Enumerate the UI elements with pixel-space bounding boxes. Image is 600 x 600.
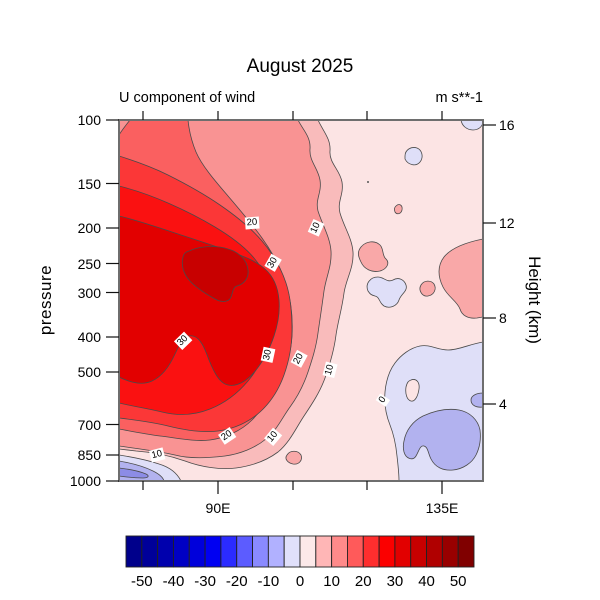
pressure-tick-1000: 1000 bbox=[69, 473, 101, 489]
colorbar-cell-4 bbox=[188, 535, 206, 568]
units-label: m s**-1 bbox=[435, 90, 483, 106]
neg-blob-mid-right bbox=[366, 276, 407, 308]
colorbar-cell-17 bbox=[394, 535, 412, 568]
field-name-label: U component of wind bbox=[119, 90, 256, 106]
page-title: August 2025 bbox=[246, 56, 354, 77]
colorbar-label--10: -10 bbox=[257, 573, 280, 590]
colorbar-cell-11 bbox=[299, 535, 317, 568]
pos-dot-small bbox=[393, 204, 403, 215]
colorbar-cell-18 bbox=[410, 535, 428, 568]
colorbar-cell-14 bbox=[347, 535, 364, 568]
pressure-tick-500: 500 bbox=[77, 364, 101, 380]
height-tick-8: 8 bbox=[499, 310, 507, 326]
colorbar-label-10: 10 bbox=[323, 573, 340, 590]
plot-frame bbox=[118, 119, 484, 482]
colorbar-cell-6 bbox=[220, 535, 238, 568]
contour-label-20-0: 20 bbox=[244, 216, 260, 230]
pressure-tick-150: 150 bbox=[77, 175, 101, 192]
pressure-tick-700: 700 bbox=[77, 416, 101, 433]
height-tick-16: 16 bbox=[499, 117, 515, 133]
pos-blob-mid bbox=[357, 241, 389, 272]
colorbar-cell-13 bbox=[331, 535, 348, 568]
colorbar-cell-15 bbox=[362, 535, 380, 568]
neg-streak-bottom-left-deepest bbox=[119, 467, 149, 479]
colorbar-cell-2 bbox=[157, 535, 174, 568]
pressure-tick-400: 400 bbox=[77, 329, 101, 345]
neg-blob-right-edge-small bbox=[470, 392, 483, 408]
colorbar-cell-20 bbox=[441, 535, 459, 568]
colorbar-cell-7 bbox=[236, 535, 253, 568]
pos-blob-bottom-center bbox=[285, 450, 302, 465]
pos-island-in-neg bbox=[405, 379, 420, 402]
axis-ticks bbox=[106, 111, 496, 494]
pressure-tick-300: 300 bbox=[77, 284, 101, 301]
colorbar bbox=[125, 535, 475, 568]
longitude-tick-90E: 90E bbox=[205, 500, 231, 516]
colorbar-tick-labels: -50 -40 -30 -20 -10 0 10 20 30 40 50 bbox=[126, 572, 474, 592]
pressure-tick-850: 850 bbox=[77, 447, 101, 463]
height-tick-12: 12 bbox=[499, 215, 515, 231]
degenerate-contour-dot bbox=[367, 181, 369, 183]
pressure-tick-100: 100 bbox=[77, 112, 101, 128]
colorbar-label--30: -30 bbox=[194, 573, 216, 590]
colorbar-cell-1 bbox=[141, 535, 159, 568]
height-axis-title: Height (km) bbox=[525, 256, 544, 344]
colorbar-cell-21 bbox=[457, 535, 475, 568]
colorbar-cell-12 bbox=[315, 535, 333, 568]
colorbar-cell-16 bbox=[378, 535, 396, 568]
contour-band-35-core bbox=[181, 246, 249, 302]
colorbar-cell-9 bbox=[267, 535, 285, 568]
colorbar-cell-19 bbox=[426, 535, 443, 568]
longitude-tick-135E: 135E bbox=[425, 500, 459, 516]
colorbar-label-50: 50 bbox=[449, 573, 467, 590]
colorbar-label--50: -50 bbox=[130, 573, 153, 590]
colorbar-label-0: 0 bbox=[295, 573, 305, 590]
colorbar-label--20: -20 bbox=[225, 573, 248, 590]
colorbar-cell-5 bbox=[204, 535, 222, 568]
colorbar-label-20: 20 bbox=[354, 573, 372, 590]
colorbar-cell-3 bbox=[172, 535, 190, 568]
colorbar-cell-8 bbox=[252, 535, 269, 568]
colorbar-label-40: 40 bbox=[418, 573, 435, 590]
pressure-axis-title: pressure bbox=[36, 264, 55, 336]
colorbar-cell-0 bbox=[125, 535, 143, 568]
colorbar-label--40: -40 bbox=[162, 573, 185, 590]
neg-blob-bottom-right-deep bbox=[402, 408, 481, 471]
neg-blob-upper-right bbox=[404, 147, 423, 166]
pressure-tick-200: 200 bbox=[77, 220, 101, 236]
pressure-tick-250: 250 bbox=[77, 255, 101, 272]
pos-blob-mid-small bbox=[419, 280, 436, 297]
colorbar-cell-10 bbox=[283, 535, 301, 568]
height-tick-4: 4 bbox=[499, 396, 507, 412]
contour-field bbox=[119, 120, 483, 481]
pos-blob-right-edge bbox=[438, 238, 483, 319]
colorbar-label-30: 30 bbox=[386, 573, 404, 590]
